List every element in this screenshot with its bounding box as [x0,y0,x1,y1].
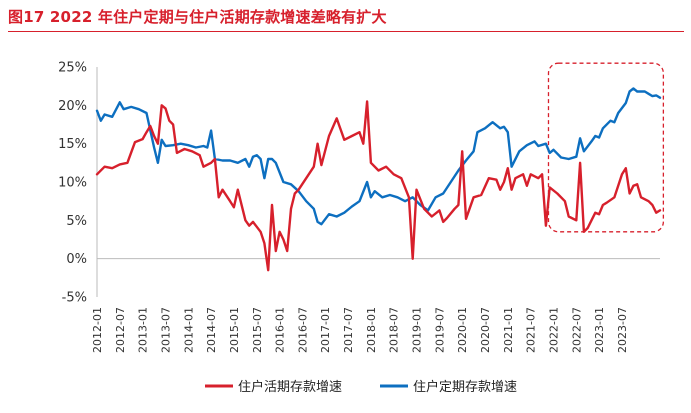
figure-label: 图17 [8,8,45,26]
x-tick-label: 2019-07 [433,307,446,353]
x-tick-label: 2014-07 [205,307,218,353]
x-tick-label: 2022-01 [547,307,560,353]
x-tick-label: 2019-01 [411,307,424,353]
y-tick-label: 10% [58,176,87,191]
y-tick-label: -5% [62,291,87,306]
y-tick-label: 20% [58,99,87,114]
x-tick-label: 2016-07 [296,307,309,353]
x-tick-label: 2012-07 [114,307,127,353]
x-tick-label: 2012-01 [91,307,104,353]
y-tick-label: 15% [58,137,87,152]
x-tick-label: 2017-07 [342,307,355,353]
x-tick-label: 2015-01 [228,307,241,353]
figure-title-text: 2022 年住户定期与住户活期存款增速差略有扩大 [49,8,387,26]
x-tick-label: 2021-01 [502,307,515,353]
series-line-demand-deposit [95,100,662,272]
y-tick-label: 25% [58,61,87,76]
x-tick-label: 2023-07 [616,307,629,353]
legend-label-demand: 住户活期存款增速 [238,379,342,395]
x-tick-label: 2017-01 [319,307,332,353]
x-tick-label: 2022-07 [570,307,583,353]
legend: 住户活期存款增速 住户定期存款增速 [205,379,517,395]
x-tick-label: 2020-01 [456,307,469,353]
y-tick-label: 0% [66,252,87,267]
legend-label-time: 住户定期存款增速 [413,379,517,395]
highlight-box [547,62,665,233]
series-line-time-deposit [95,87,662,226]
x-tick-label: 2015-07 [251,307,264,353]
x-tick-label: 2023-01 [593,307,606,353]
x-tick-label: 2014-01 [182,307,195,353]
x-tick-label: 2018-07 [388,307,401,353]
x-tick-label: 2016-01 [274,307,287,353]
series-layer [95,87,662,272]
title-underline [8,31,684,32]
y-axis: -5% 0% 5% 10% 15% 20% 25% [58,61,98,306]
chart-title: 图17 2022 年住户定期与住户活期存款增速差略有扩大 [8,6,387,27]
x-tick-label: 2020-07 [479,307,492,353]
highlight-dashed-box [547,62,665,233]
y-tick-label: 5% [66,214,87,229]
x-axis: 2012-01 2012-07 2013-01 2013-07 2014-01 2014-… [91,258,660,353]
x-tick-label: 2013-01 [137,307,150,353]
x-tick-label: 2013-07 [159,307,172,353]
x-tick-label: 2018-01 [365,307,378,353]
x-tick-label: 2021-07 [525,307,538,353]
